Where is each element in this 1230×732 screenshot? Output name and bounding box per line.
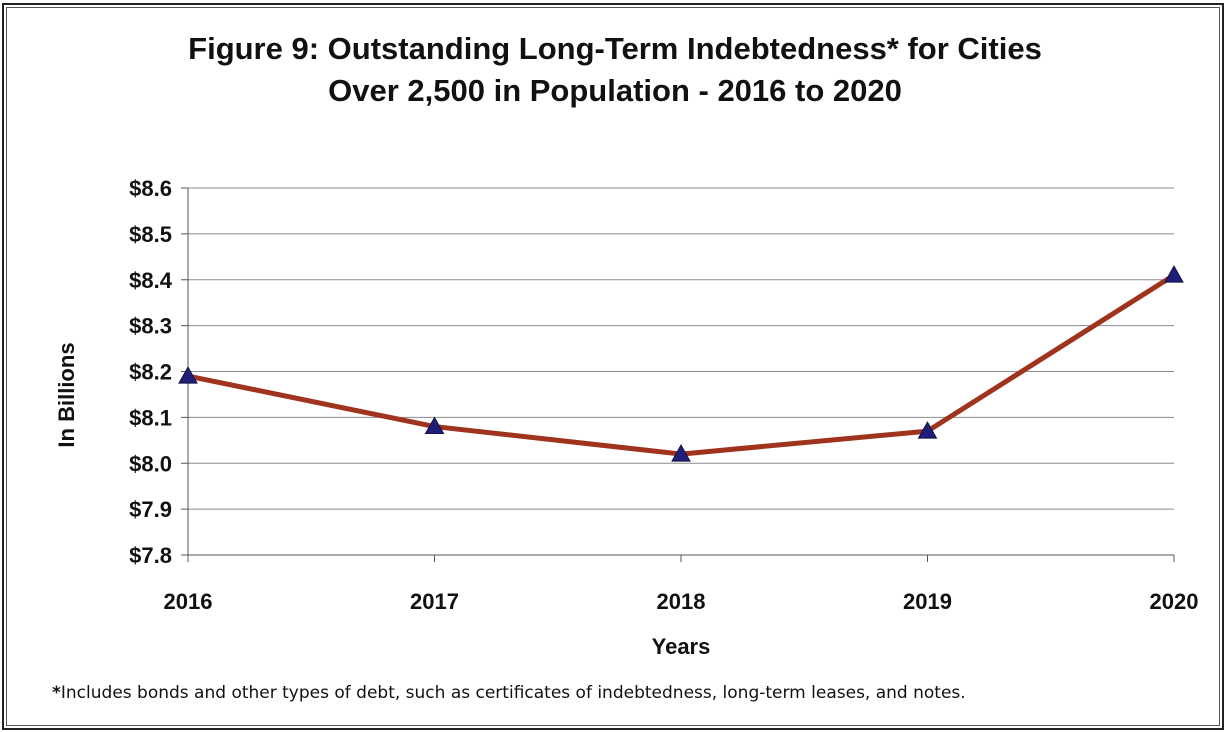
- chart-title: Figure 9: Outstanding Long-Term Indebted…: [0, 28, 1230, 112]
- data-point-marker: [424, 416, 445, 435]
- footnote: *Includes bonds and other types of debt,…: [52, 683, 966, 703]
- footnote-text: Includes bonds and other types of debt, …: [60, 683, 966, 703]
- x-tick-labels: 2016 2017 2018 2019 2020: [164, 589, 1199, 614]
- x-tick-label: 2016: [164, 589, 213, 614]
- gridlines: [188, 187, 1174, 510]
- chart-title-line1: Figure 9: Outstanding Long-Term Indebted…: [188, 31, 1042, 66]
- data-point-marker: [178, 366, 198, 384]
- y-tick-label: $8.5: [129, 222, 172, 247]
- data-point-marker: [917, 421, 938, 439]
- chart-title-line2: Over 2,500 in Population - 2016 to 2020: [328, 73, 902, 108]
- x-tick-label: 2018: [657, 589, 706, 614]
- x-axis-title: Years: [652, 634, 711, 659]
- footnote-asterisk: *: [52, 683, 61, 703]
- y-axis-title: In Billions: [54, 342, 79, 447]
- chart-frame: [2, 3, 1224, 730]
- y-tick-label: $7.9: [129, 497, 172, 522]
- y-tick-label: $8.6: [129, 176, 172, 201]
- x-tick-label: 2020: [1150, 589, 1199, 614]
- y-tick-label: $8.3: [129, 314, 172, 339]
- y-tick-label: $8.1: [129, 405, 172, 430]
- y-tick-labels: $7.8 $7.9 $8.0 $8.1 $8.2 $8.3 $8.4 $8.5 $8.6: [129, 176, 173, 568]
- x-tick-label: 2017: [410, 589, 459, 614]
- data-point-marker: [671, 444, 691, 462]
- series-line: [185, 272, 1177, 457]
- x-tick-label: 2019: [903, 589, 952, 614]
- data-point-marker: [1164, 265, 1184, 283]
- series-group: [178, 265, 1184, 462]
- y-tick-label: $8.2: [129, 360, 172, 385]
- y-tick-label: $8.4: [129, 268, 173, 293]
- y-tick-label: $7.8: [129, 543, 172, 568]
- axes: [181, 187, 1175, 562]
- y-tick-label: $8.0: [129, 451, 172, 476]
